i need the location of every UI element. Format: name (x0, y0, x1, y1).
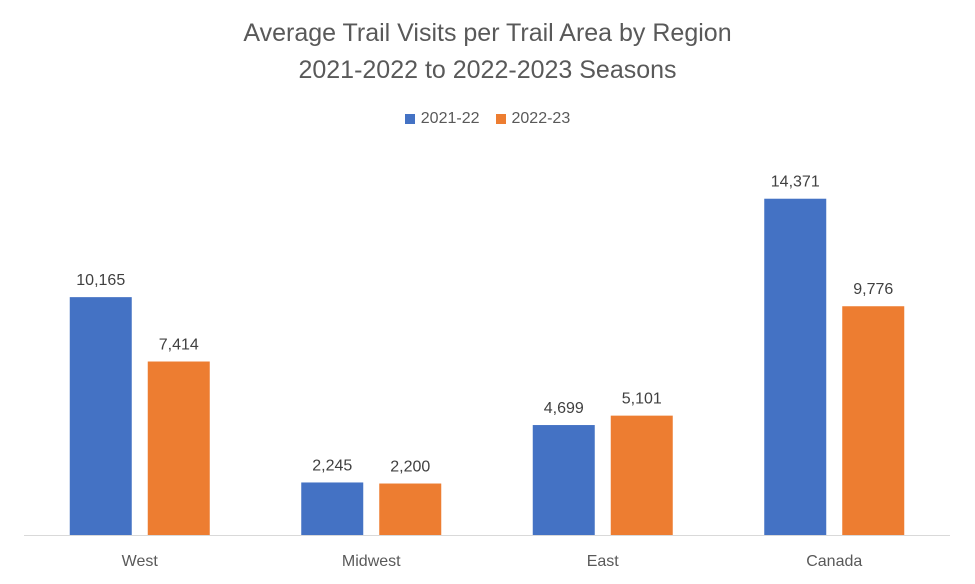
data-label-east-2022-23: 5,101 (622, 391, 662, 408)
category-label-canada: Canada (806, 553, 862, 570)
data-label-east-2021-22: 4,699 (544, 400, 584, 417)
legend-label-2021-22: 2021-22 (420, 110, 480, 127)
data-label-midwest-2022-23: 2,200 (390, 459, 430, 476)
bar-canada-2021-22 (764, 198, 827, 535)
data-label-west-2022-23: 7,414 (159, 337, 199, 354)
legend: 2021-22 2022-23 (0, 110, 975, 128)
bar-midwest-2021-22 (301, 482, 364, 535)
bar-midwest-2022-23 (379, 483, 442, 535)
bar-west-2021-22 (69, 297, 132, 535)
category-label-west: West (122, 553, 159, 570)
legend-item-2022-23: 2022-23 (495, 110, 571, 128)
chart-subtitle: 2021-2022 to 2022-2023 Seasons (298, 56, 677, 84)
chart-title: Average Trail Visits per Trail Area by R… (243, 19, 732, 47)
data-label-canada-2022-23: 9,776 (853, 281, 893, 298)
legend-swatch-2022-23 (495, 114, 506, 124)
bar-east-2021-22 (532, 425, 595, 535)
data-label-canada-2021-22: 14,371 (771, 174, 820, 191)
data-label-west-2021-22: 10,165 (76, 272, 125, 289)
bar-east-2022-23 (610, 415, 673, 535)
category-label-east: East (587, 553, 620, 570)
category-label-midwest: Midwest (342, 553, 401, 570)
legend-label-2022-23: 2022-23 (511, 110, 571, 127)
legend-swatch-2021-22 (404, 114, 415, 124)
bar-canada-2022-23 (842, 306, 905, 535)
data-label-midwest-2021-22: 2,245 (312, 457, 352, 474)
legend-item-2021-22: 2021-22 (404, 110, 480, 128)
bar-west-2022-23 (147, 361, 210, 535)
